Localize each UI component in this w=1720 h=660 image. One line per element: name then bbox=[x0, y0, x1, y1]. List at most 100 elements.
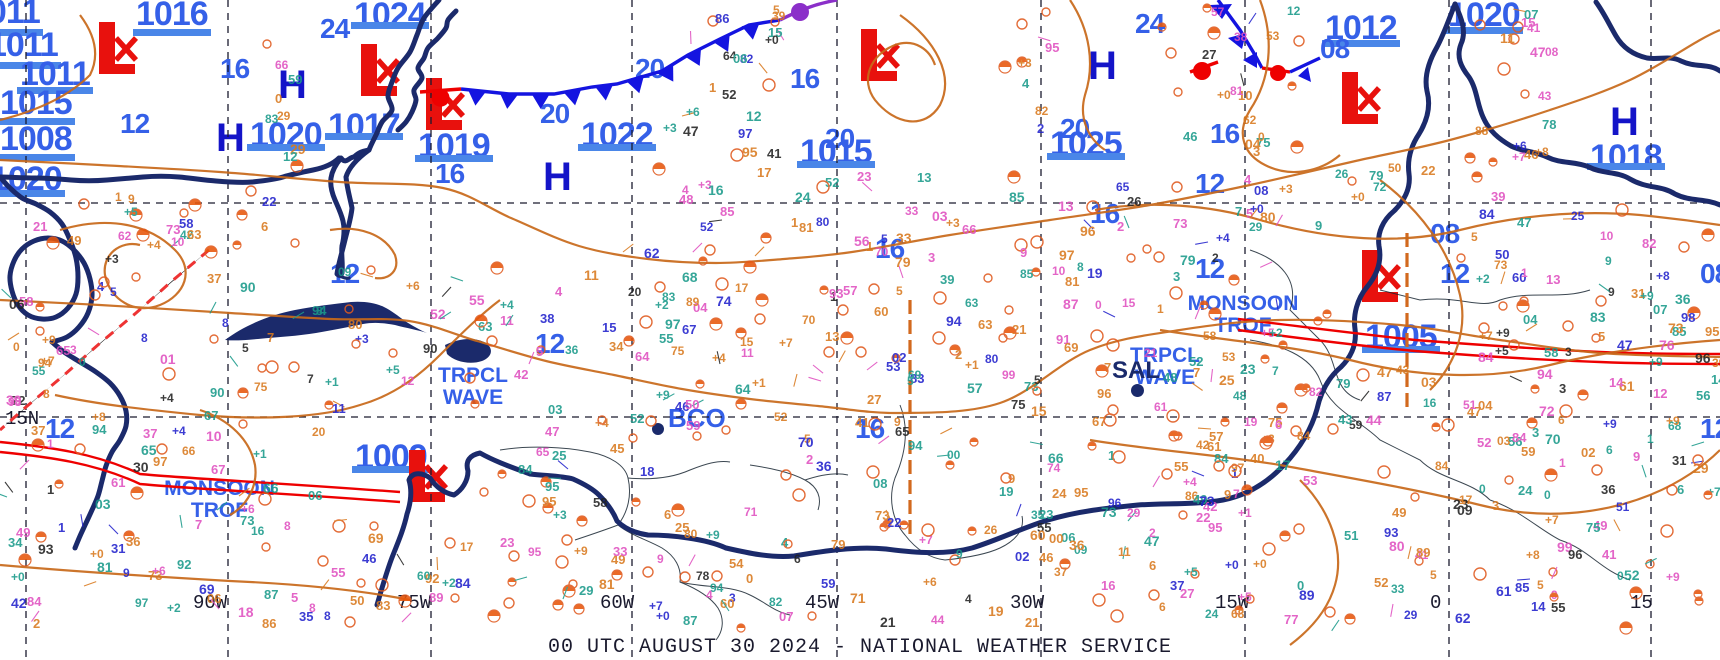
svg-text:08: 08 bbox=[1545, 45, 1559, 59]
svg-text:13: 13 bbox=[1058, 198, 1074, 214]
svg-text:5: 5 bbox=[536, 344, 543, 359]
svg-text:81: 81 bbox=[1065, 274, 1079, 289]
svg-text:0: 0 bbox=[1544, 488, 1551, 502]
svg-text:+0: +0 bbox=[1217, 88, 1231, 102]
svg-text:2: 2 bbox=[33, 616, 40, 631]
svg-text:15: 15 bbox=[602, 320, 616, 335]
svg-text:+7: +7 bbox=[779, 336, 793, 350]
svg-text:55: 55 bbox=[1551, 600, 1565, 615]
svg-text:3: 3 bbox=[1492, 498, 1499, 513]
svg-text:87: 87 bbox=[1377, 389, 1391, 404]
svg-text:+3: +3 bbox=[1018, 56, 1032, 70]
svg-text:+5: +5 bbox=[124, 205, 138, 219]
svg-text:80: 80 bbox=[348, 317, 362, 332]
svg-text:57: 57 bbox=[843, 283, 857, 298]
svg-text:70: 70 bbox=[798, 434, 814, 450]
svg-text:81: 81 bbox=[799, 220, 813, 235]
svg-text:52: 52 bbox=[430, 306, 446, 322]
svg-text:21: 21 bbox=[1025, 615, 1039, 630]
svg-text:42: 42 bbox=[1196, 438, 1210, 452]
svg-text:25: 25 bbox=[552, 448, 566, 463]
svg-text:12: 12 bbox=[1287, 4, 1301, 18]
svg-text:17: 17 bbox=[757, 165, 771, 180]
svg-text:97: 97 bbox=[738, 126, 752, 141]
svg-text:6: 6 bbox=[664, 507, 671, 522]
svg-text:+0: +0 bbox=[1225, 558, 1239, 572]
svg-text:44: 44 bbox=[1366, 412, 1382, 428]
svg-text:39: 39 bbox=[940, 272, 954, 287]
svg-text:47: 47 bbox=[1530, 44, 1546, 60]
svg-text:42: 42 bbox=[514, 367, 528, 382]
svg-text:+3: +3 bbox=[355, 332, 369, 346]
svg-text:5: 5 bbox=[881, 232, 888, 246]
svg-text:12: 12 bbox=[401, 374, 415, 388]
svg-text:+1: +1 bbox=[752, 376, 766, 390]
svg-text:22: 22 bbox=[1421, 163, 1435, 178]
svg-text:8: 8 bbox=[324, 609, 331, 623]
svg-text:46: 46 bbox=[1524, 147, 1538, 162]
svg-text:+3: +3 bbox=[946, 216, 960, 230]
svg-text:53: 53 bbox=[1222, 350, 1236, 364]
svg-text:+3: +3 bbox=[105, 252, 119, 266]
svg-text:69: 69 bbox=[1064, 340, 1078, 355]
svg-text:11: 11 bbox=[500, 313, 514, 328]
svg-text:84: 84 bbox=[1479, 206, 1495, 222]
svg-text:36: 36 bbox=[1675, 291, 1691, 307]
svg-text:69: 69 bbox=[199, 581, 215, 597]
svg-text:+0: +0 bbox=[1253, 557, 1267, 571]
svg-text:33: 33 bbox=[613, 544, 627, 559]
svg-text:8: 8 bbox=[141, 331, 148, 345]
svg-text:08: 08 bbox=[1254, 183, 1268, 198]
svg-text:57: 57 bbox=[1211, 5, 1225, 19]
svg-text:93: 93 bbox=[38, 541, 54, 557]
svg-text:26: 26 bbox=[984, 523, 998, 537]
svg-text:39: 39 bbox=[1712, 356, 1720, 370]
svg-text:66: 66 bbox=[962, 222, 976, 237]
svg-text:+6: +6 bbox=[686, 105, 700, 119]
svg-text:58: 58 bbox=[593, 495, 607, 510]
svg-text:7: 7 bbox=[1193, 365, 1200, 380]
svg-text:25: 25 bbox=[1571, 209, 1585, 223]
svg-text:9: 9 bbox=[1020, 245, 1027, 260]
svg-text:+2: +2 bbox=[1476, 272, 1490, 286]
svg-text:74: 74 bbox=[716, 293, 732, 309]
svg-text:66: 66 bbox=[275, 58, 289, 72]
svg-text:9: 9 bbox=[123, 566, 130, 580]
svg-text:29: 29 bbox=[1127, 506, 1141, 520]
svg-text:75: 75 bbox=[254, 380, 268, 394]
svg-text:43: 43 bbox=[1338, 412, 1352, 427]
svg-text:89: 89 bbox=[1299, 587, 1315, 603]
svg-text:10: 10 bbox=[171, 235, 185, 249]
svg-text:96: 96 bbox=[1695, 350, 1711, 366]
svg-text:67: 67 bbox=[204, 408, 218, 423]
svg-text:+1: +1 bbox=[965, 358, 979, 372]
svg-text:85: 85 bbox=[1020, 267, 1034, 281]
svg-text:62: 62 bbox=[1455, 610, 1471, 626]
svg-text:63: 63 bbox=[187, 227, 201, 242]
svg-text:85: 85 bbox=[1009, 189, 1025, 205]
svg-text:92: 92 bbox=[177, 557, 191, 572]
svg-text:8: 8 bbox=[309, 601, 316, 615]
svg-text:27: 27 bbox=[1202, 47, 1216, 62]
svg-text:70: 70 bbox=[802, 313, 816, 327]
svg-text:80: 80 bbox=[816, 215, 830, 229]
svg-text:+2: +2 bbox=[442, 576, 456, 590]
svg-text:22: 22 bbox=[262, 194, 276, 209]
svg-text:52: 52 bbox=[1374, 575, 1388, 590]
svg-text:+9: +9 bbox=[42, 333, 56, 347]
svg-text:50: 50 bbox=[685, 397, 699, 412]
svg-text:34: 34 bbox=[609, 339, 624, 354]
svg-text:+9: +9 bbox=[1496, 326, 1510, 340]
svg-text:+3: +3 bbox=[1279, 182, 1293, 196]
svg-text:71: 71 bbox=[850, 590, 866, 606]
svg-text:8: 8 bbox=[222, 316, 229, 330]
svg-text:5: 5 bbox=[1430, 568, 1437, 582]
svg-text:11: 11 bbox=[584, 267, 599, 283]
svg-text:6: 6 bbox=[1606, 443, 1613, 457]
svg-text:7: 7 bbox=[1272, 364, 1279, 378]
svg-text:84: 84 bbox=[1297, 429, 1311, 443]
svg-text:84: 84 bbox=[518, 462, 533, 477]
svg-text:8: 8 bbox=[284, 519, 291, 533]
svg-text:4: 4 bbox=[965, 592, 972, 606]
svg-text:97: 97 bbox=[135, 596, 149, 610]
